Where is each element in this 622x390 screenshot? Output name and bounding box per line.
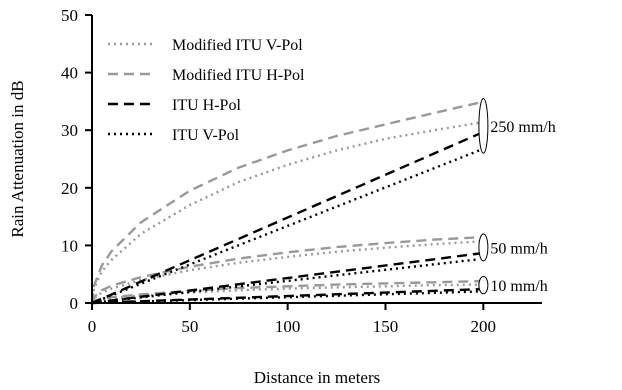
series-line-3-curve-2 [91, 252, 480, 305]
x-tick-label: 200 [471, 317, 497, 336]
series-line-1-curve-2 [90, 240, 480, 304]
y-tick-label: 50 [61, 6, 78, 25]
x-tick-label: 50 [181, 317, 198, 336]
x-tick-label: 0 [88, 317, 97, 336]
annotation-ellipse [478, 276, 489, 295]
series-line-4-curve-2 [91, 258, 480, 305]
y-tick-label: 10 [61, 236, 78, 255]
series-line-4-curve-3 [91, 290, 480, 305]
legend-label: Modified ITU V-Pol [172, 37, 303, 54]
axes [91, 15, 542, 304]
ticks: 0 50 100 150 200 0 10 20 30 40 50 [61, 6, 496, 336]
series-line-2-curve-1 [90, 101, 480, 304]
annotation-label: 250 mm/h [490, 119, 555, 136]
series-line-1-curve-1 [90, 121, 480, 304]
x-axis-title: Distance in meters [254, 368, 381, 387]
series-line-4-curve-1 [91, 149, 480, 305]
y-axis-title: Rain Attenuation in dB [8, 80, 27, 237]
annotation-ellipse [478, 98, 489, 154]
annotations-layer: 250 mm/h 50 mm/h 10 mm/h [478, 98, 556, 295]
curves-layer [90, 101, 480, 305]
legend-label: Modified ITU H-Pol [172, 67, 305, 84]
legend-label: ITU H-Pol [172, 97, 241, 114]
series-line-2-curve-2 [90, 236, 480, 304]
annotation-label: 50 mm/h [490, 240, 547, 257]
y-tick-label: 30 [61, 121, 78, 140]
annotation-ellipse [478, 233, 489, 262]
legend-label: ITU V-Pol [172, 127, 240, 144]
x-tick-label: 150 [373, 317, 399, 336]
y-tick-label: 40 [61, 64, 78, 83]
legend: Modified ITU V-Pol Modified ITU H-Pol ITU … [108, 37, 305, 144]
series-line-3-curve-1 [91, 132, 480, 305]
y-tick-label: 0 [70, 294, 79, 313]
annotation-label: 10 mm/h [490, 278, 547, 295]
x-tick-label: 100 [275, 317, 301, 336]
y-tick-label: 20 [61, 179, 78, 198]
